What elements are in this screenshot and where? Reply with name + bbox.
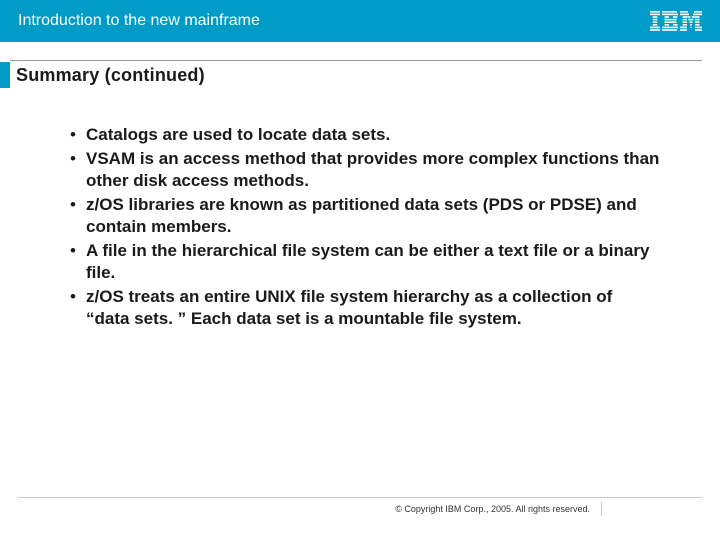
bullet-marker-icon: • [60,124,86,146]
bullet-list: • Catalogs are used to locate data sets.… [60,124,660,330]
bullet-text: z/OS libraries are known as partitioned … [86,194,660,238]
content-area: • Catalogs are used to locate data sets.… [0,88,720,330]
copyright-text: © Copyright IBM Corp., 2005. All rights … [395,504,590,514]
heading-accent [0,62,10,88]
bullet-marker-icon: • [60,148,86,170]
bullet-marker-icon: • [60,194,86,216]
bullet-text: A file in the hierarchical file system c… [86,240,660,284]
heading-rule [10,60,702,61]
list-item: • VSAM is an access method that provides… [60,148,660,192]
heading-wrap: Summary (continued) [10,65,720,86]
list-item: • Catalogs are used to locate data sets. [60,124,660,146]
bullet-marker-icon: • [60,240,86,262]
list-item: • z/OS libraries are known as partitione… [60,194,660,238]
footer-inner: © Copyright IBM Corp., 2005. All rights … [0,504,720,522]
bullet-text: Catalogs are used to locate data sets. [86,124,390,146]
header-title: Introduction to the new mainframe [18,12,260,30]
heading-row: Summary (continued) [0,62,720,88]
footer-divider [601,502,602,516]
header-bar: Introduction to the new mainframe [0,0,720,42]
footer-rule [18,497,702,498]
ibm-logo-icon [650,11,702,31]
list-item: • A file in the hierarchical file system… [60,240,660,284]
slide: Introduction to the new mainframe [0,0,720,540]
footer: © Copyright IBM Corp., 2005. All rights … [0,497,720,522]
slide-heading: Summary (continued) [10,65,720,86]
bullet-text: z/OS treats an entire UNIX file system h… [86,286,660,330]
bullet-marker-icon: • [60,286,86,308]
bullet-text: VSAM is an access method that provides m… [86,148,660,192]
list-item: • z/OS treats an entire UNIX file system… [60,286,660,330]
